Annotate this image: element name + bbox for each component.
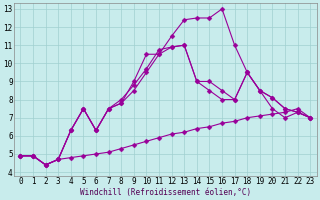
X-axis label: Windchill (Refroidissement éolien,°C): Windchill (Refroidissement éolien,°C): [80, 188, 251, 197]
